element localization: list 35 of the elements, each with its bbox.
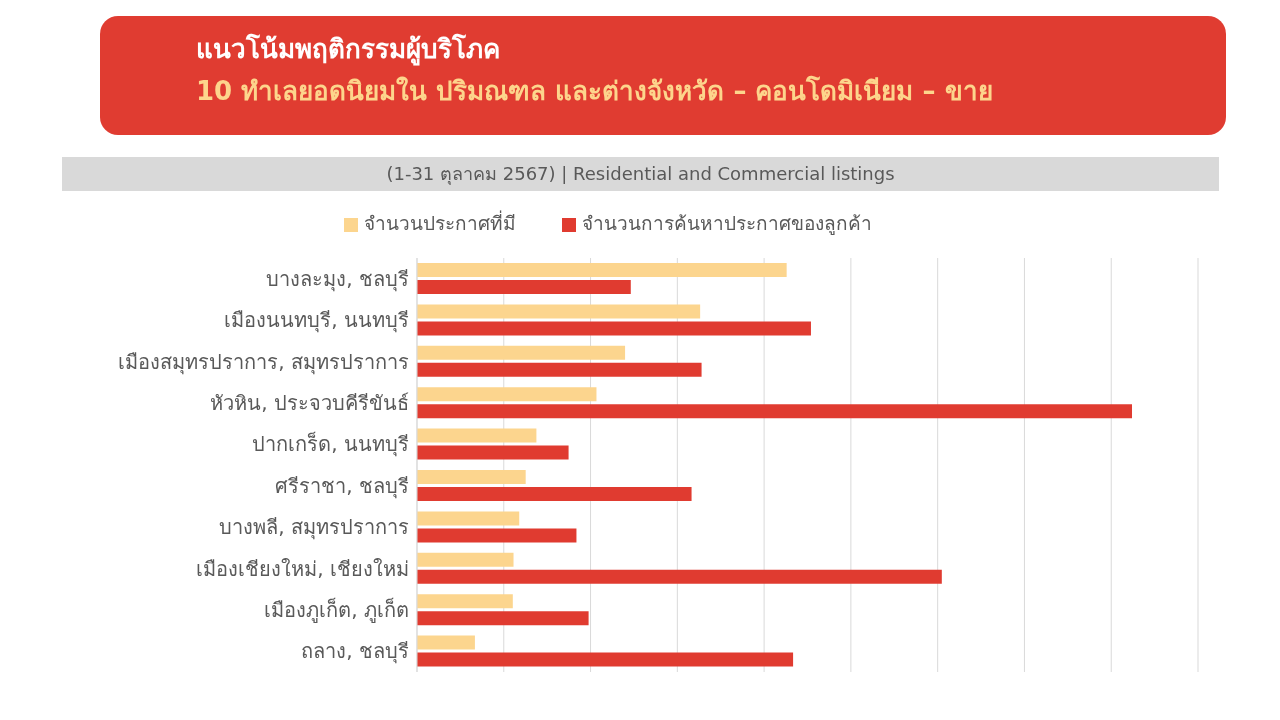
y-tick-label: บางพลี, สมุทรปราการ [219,515,409,541]
bar [417,428,537,443]
bar [417,445,569,460]
y-tick-label: ถลาง, ชลบุรี [301,639,409,665]
y-tick-label: เมืองนนทบุรี, นนทบุรี [224,308,409,334]
y-tick-label: ปากเกร็ด, นนทบุรี [252,431,409,458]
bar [417,263,787,277]
y-tick-label: หัวหิน, ประจวบคีรีขันธ์ [210,391,409,415]
bar [417,487,692,501]
y-tick-label: เมืองสมุทรปราการ, สมุทรปราการ [118,349,409,375]
bar [417,652,794,667]
bar [417,528,577,543]
bar [417,362,702,377]
bar [417,635,475,650]
bar [417,321,811,336]
bar [417,387,597,402]
chart-subtitle: 10 ทำเลยอดนิยมใน ปริมณฑล และต่างจังหวัด – คอนโดมิเนียม – ขาย [196,74,993,108]
bar [417,611,589,626]
legend-label: จำนวนการค้นหาประกาศของลูกค้า [581,211,872,237]
text: (1-31 ตุลาคม 2567) | Residential and Commercial listings [62,157,1219,191]
bar [417,280,631,294]
bar [417,511,520,526]
bar [417,304,701,319]
bar [417,552,514,567]
bar [417,470,526,484]
y-tick-label: เมืองเชียงใหม่, เชียงใหม่ [196,556,409,581]
y-tick-label: บางละมุง, ชลบุรี [266,266,409,292]
bar [417,345,626,360]
bar [417,594,513,609]
chart-title: แนวโน้มพฤติกรรมผู้บริโภค [196,32,500,68]
bar [417,569,942,584]
legend-label: จำนวนประกาศที่มี [363,209,516,236]
y-tick-label: เมืองภูเก็ต, ภูเก็ต [264,597,409,623]
y-tick-label: ศรีราชา, ชลบุรี [275,473,409,499]
bar [417,404,1133,419]
